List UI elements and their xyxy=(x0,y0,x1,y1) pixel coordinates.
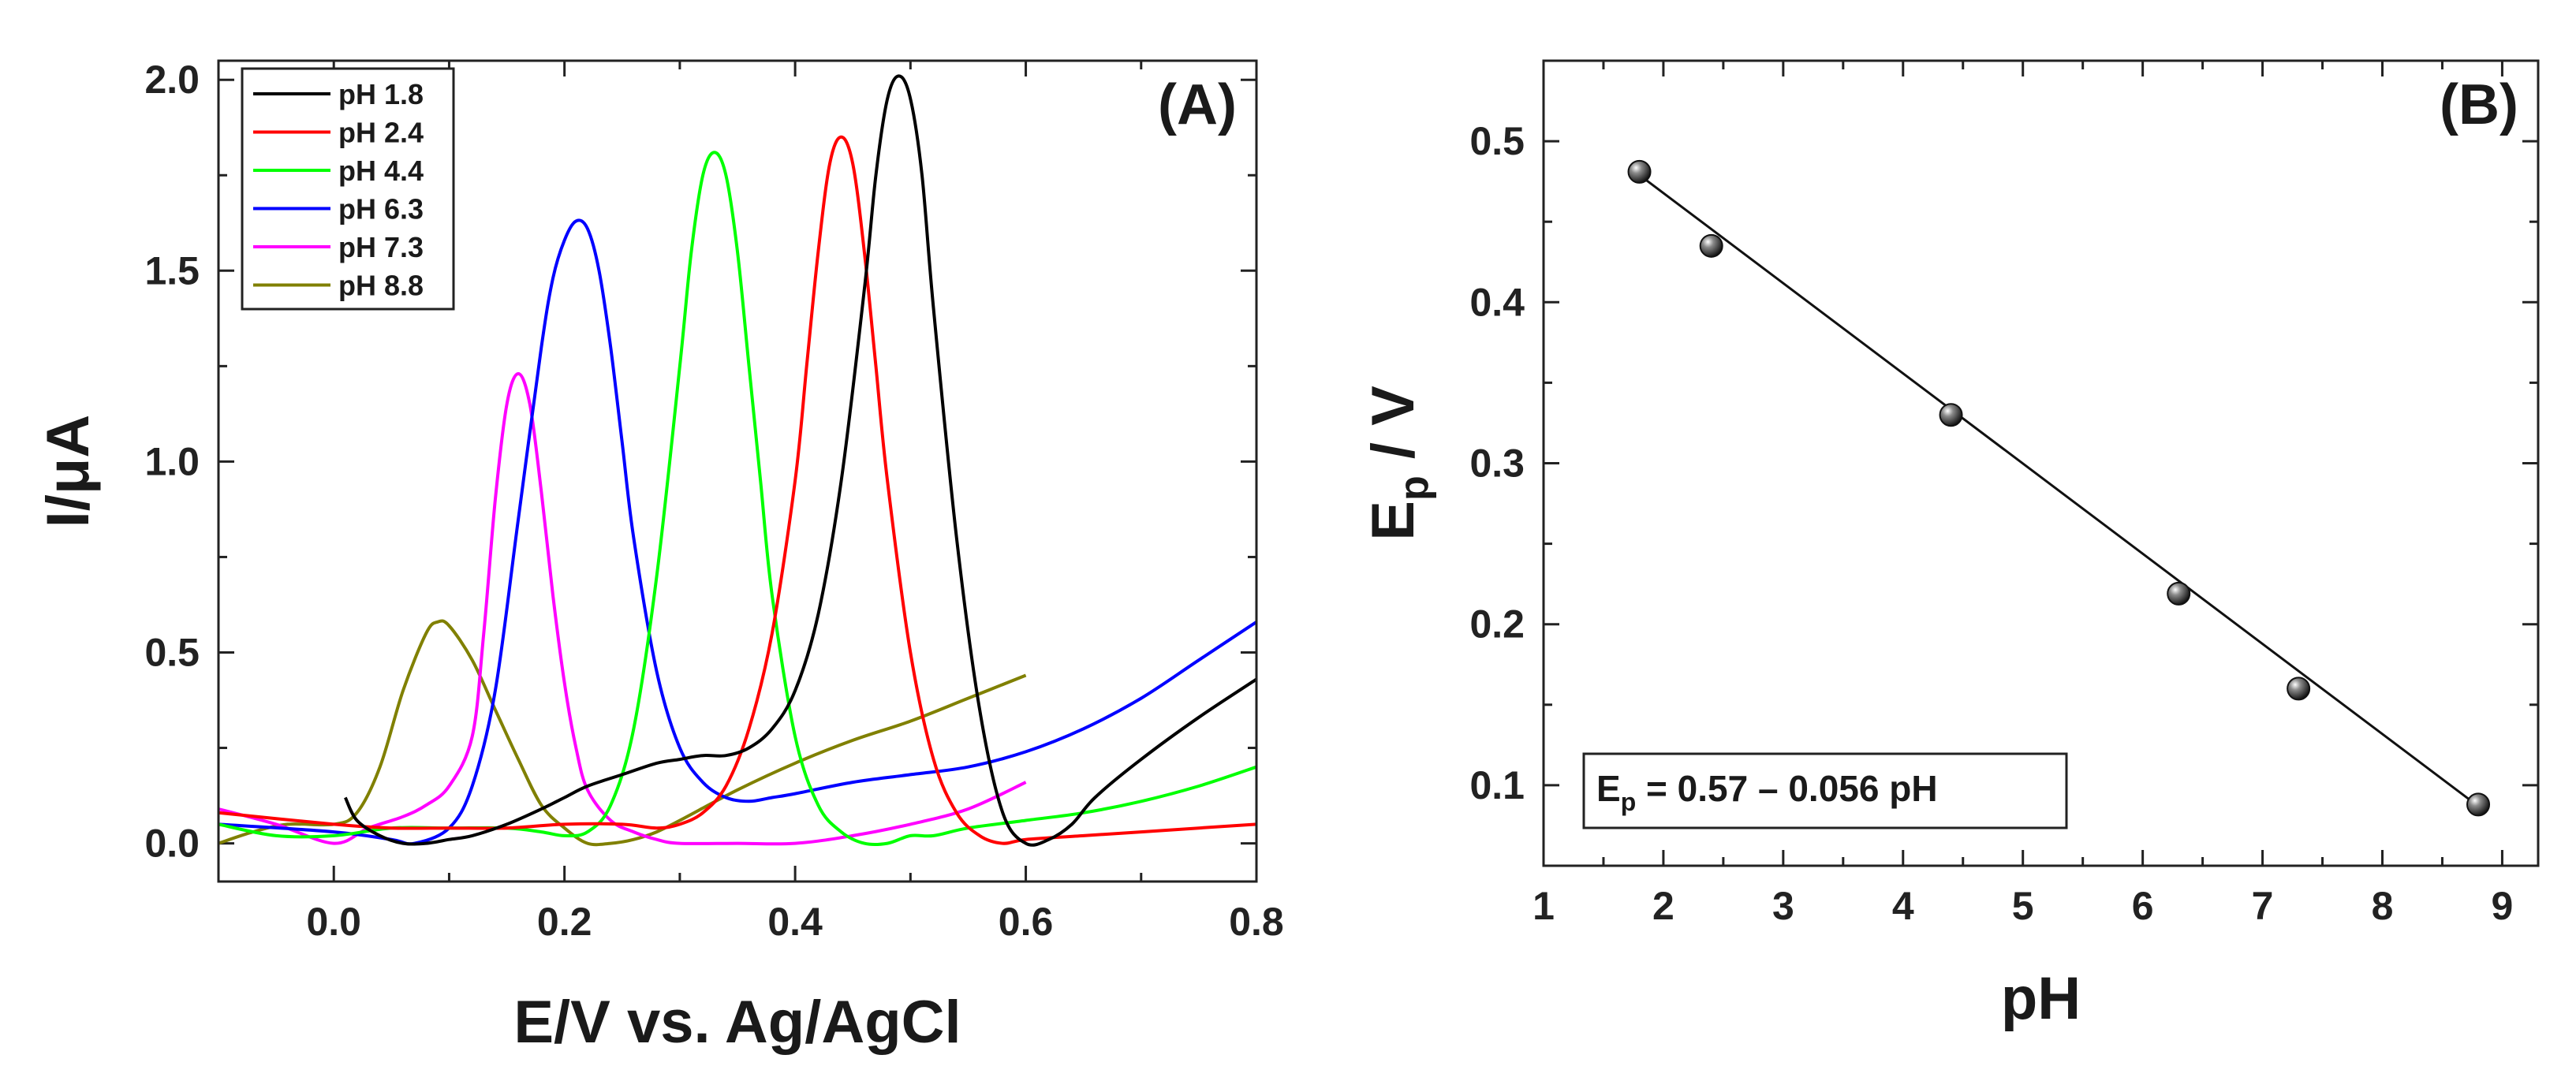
panel-b-equation: Ep = 0.57 – 0.056 pH xyxy=(1582,752,2068,829)
y-tick-label: 0.5 xyxy=(144,630,200,674)
series-line-ph-6-3 xyxy=(218,218,1258,846)
y-tick-label: 1.0 xyxy=(144,439,200,483)
y-tick-label: 0.3 xyxy=(1469,442,1525,486)
y-tick-label: 2.0 xyxy=(144,58,200,102)
series-line-ph-4-4 xyxy=(218,151,1257,847)
panel-b: 1 2 3 4 5 6 7 8 9 0.1 0.2 0.3 0.4 0.5 pH Ep / V (B) E… xyxy=(1360,59,2540,1032)
x-tick-label: 0.8 xyxy=(1229,900,1284,944)
panel-a-y-axis-title: I/μA xyxy=(35,415,102,528)
x-tick-label: 9 xyxy=(2492,884,2514,928)
panel-a-label: (A) xyxy=(1158,73,1237,136)
legend-label: pH 1.8 xyxy=(338,78,424,110)
x-tick-label: 5 xyxy=(2012,884,2034,928)
panel-a-x-axis-title: E/V vs. Ag/AgCl xyxy=(513,989,961,1056)
data-point xyxy=(1699,233,1723,258)
data-point xyxy=(2167,581,2191,606)
series-line-ph-7-3 xyxy=(218,372,1027,846)
x-tick-label: 4 xyxy=(1892,884,1914,928)
x-tick-label: 0.0 xyxy=(306,900,361,944)
x-tick-label: 3 xyxy=(1772,884,1794,928)
panel-b-x-axis-title: pH xyxy=(2001,965,2081,1032)
x-tick-label: 0.4 xyxy=(767,900,823,944)
data-point xyxy=(2466,792,2491,817)
data-point xyxy=(1939,403,1963,427)
series-line-ph-2-4 xyxy=(218,135,1257,845)
x-tick-label: 6 xyxy=(2132,884,2154,928)
y-tick-label: 0.2 xyxy=(1469,602,1525,647)
panel-b-points xyxy=(1627,159,2491,817)
panel-b-equation-box xyxy=(1582,752,2068,829)
y-tick-label: 1.5 xyxy=(144,248,200,293)
panel-b-y-axis-title: Ep / V xyxy=(1360,386,1437,541)
x-tick-label: 2 xyxy=(1652,884,1674,928)
equation-lhs-subscript: p xyxy=(1621,788,1637,816)
panel-a-legend: pH 1.8 pH 2.4 pH 4.4 pH 6.3 pH 7.3 pH 8.8 xyxy=(241,67,455,311)
equation-lhs-main: E xyxy=(1596,768,1621,809)
series-line-ph-1-8 xyxy=(343,74,1258,847)
series-line-ph-8-8 xyxy=(218,619,1027,847)
panel-b-y-axis-title-unit: / V xyxy=(1360,386,1427,475)
x-tick-label: 0.2 xyxy=(537,900,592,944)
panel-b-label: (B) xyxy=(2440,73,2518,136)
equation-rhs: = 0.57 – 0.056 pH xyxy=(1636,768,1937,809)
y-tick-label: 0.5 xyxy=(1469,119,1525,163)
panel-b-y-axis-title-main: E xyxy=(1360,501,1427,541)
data-point xyxy=(1627,159,1652,184)
panel-b-frame xyxy=(1542,59,2540,867)
legend-label: pH 4.4 xyxy=(338,155,424,187)
panel-a-tick-labels: 0.0 0.2 0.4 0.6 0.8 0.0 0.5 1.0 1.5 2.0 xyxy=(144,58,1283,944)
x-tick-label: 8 xyxy=(2372,884,2394,928)
x-tick-label: 7 xyxy=(2252,884,2274,928)
panel-b-y-axis-title-subscript: p xyxy=(1391,475,1437,501)
legend-label: pH 2.4 xyxy=(338,117,424,149)
panel-a-legend-box xyxy=(241,67,455,311)
legend-label: pH 6.3 xyxy=(338,193,424,226)
y-tick-label: 0.4 xyxy=(1469,280,1525,324)
y-tick-label: 0.0 xyxy=(144,822,200,866)
y-tick-label: 0.1 xyxy=(1469,763,1525,807)
legend-label: pH 7.3 xyxy=(338,231,424,263)
panel-b-tick-labels: 1 2 3 4 5 6 7 8 9 0.1 0.2 0.3 0.4 0.5 xyxy=(1469,119,2513,928)
x-tick-label: 1 xyxy=(1533,884,1555,928)
panel-b-ticks xyxy=(1542,59,2538,867)
panel-a-frame xyxy=(217,59,1258,883)
x-tick-label: 0.6 xyxy=(999,900,1054,944)
panel-b-fit-line xyxy=(1638,173,2479,807)
panel-a-series xyxy=(218,74,1258,847)
panel-a-ticks xyxy=(217,61,1258,882)
legend-label: pH 8.8 xyxy=(338,270,424,302)
panel-b-equation-text: Ep = 0.57 – 0.056 pH xyxy=(1596,768,1938,816)
panel-a: 0.0 0.2 0.4 0.6 0.8 0.0 0.5 1.0 1.5 2.0 E/V vs. A… xyxy=(35,58,1284,1056)
data-point xyxy=(2287,677,2311,701)
